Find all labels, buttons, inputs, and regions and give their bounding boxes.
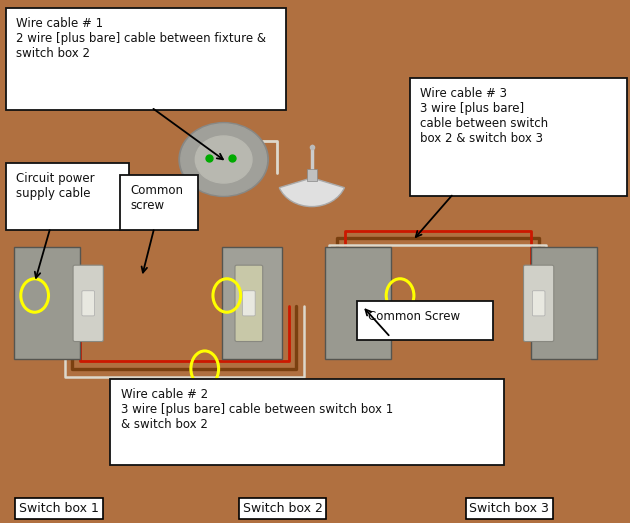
Text: Common
screw: Common screw	[130, 184, 183, 212]
FancyBboxPatch shape	[531, 247, 597, 359]
Text: Switch box 3: Switch box 3	[469, 502, 549, 515]
FancyBboxPatch shape	[6, 8, 286, 110]
Circle shape	[178, 122, 269, 197]
Circle shape	[181, 124, 266, 195]
Text: Circuit power
supply cable: Circuit power supply cable	[16, 172, 95, 200]
FancyBboxPatch shape	[6, 163, 129, 230]
FancyBboxPatch shape	[235, 265, 263, 342]
Wedge shape	[279, 178, 345, 207]
FancyBboxPatch shape	[222, 247, 282, 359]
FancyBboxPatch shape	[410, 78, 627, 196]
FancyBboxPatch shape	[307, 169, 317, 181]
FancyBboxPatch shape	[357, 301, 493, 340]
FancyBboxPatch shape	[532, 291, 545, 316]
FancyBboxPatch shape	[524, 265, 554, 342]
Text: Wire cable # 2
3 wire [plus bare] cable between switch box 1
& switch box 2: Wire cable # 2 3 wire [plus bare] cable …	[121, 388, 393, 431]
Text: Switch box 2: Switch box 2	[243, 502, 323, 515]
FancyBboxPatch shape	[120, 175, 198, 230]
FancyBboxPatch shape	[73, 265, 103, 342]
FancyBboxPatch shape	[110, 379, 504, 465]
FancyBboxPatch shape	[82, 291, 94, 316]
FancyBboxPatch shape	[243, 291, 255, 316]
Circle shape	[195, 136, 252, 183]
FancyBboxPatch shape	[14, 247, 80, 359]
FancyBboxPatch shape	[325, 247, 391, 359]
Text: Wire cable # 1
2 wire [plus bare] cable between fixture &
switch box 2: Wire cable # 1 2 wire [plus bare] cable …	[16, 17, 266, 60]
Text: Common Screw: Common Screw	[368, 310, 460, 323]
Text: Wire cable # 3
3 wire [plus bare]
cable between switch
box 2 & switch box 3: Wire cable # 3 3 wire [plus bare] cable …	[420, 87, 548, 145]
Text: Switch box 1: Switch box 1	[19, 502, 99, 515]
